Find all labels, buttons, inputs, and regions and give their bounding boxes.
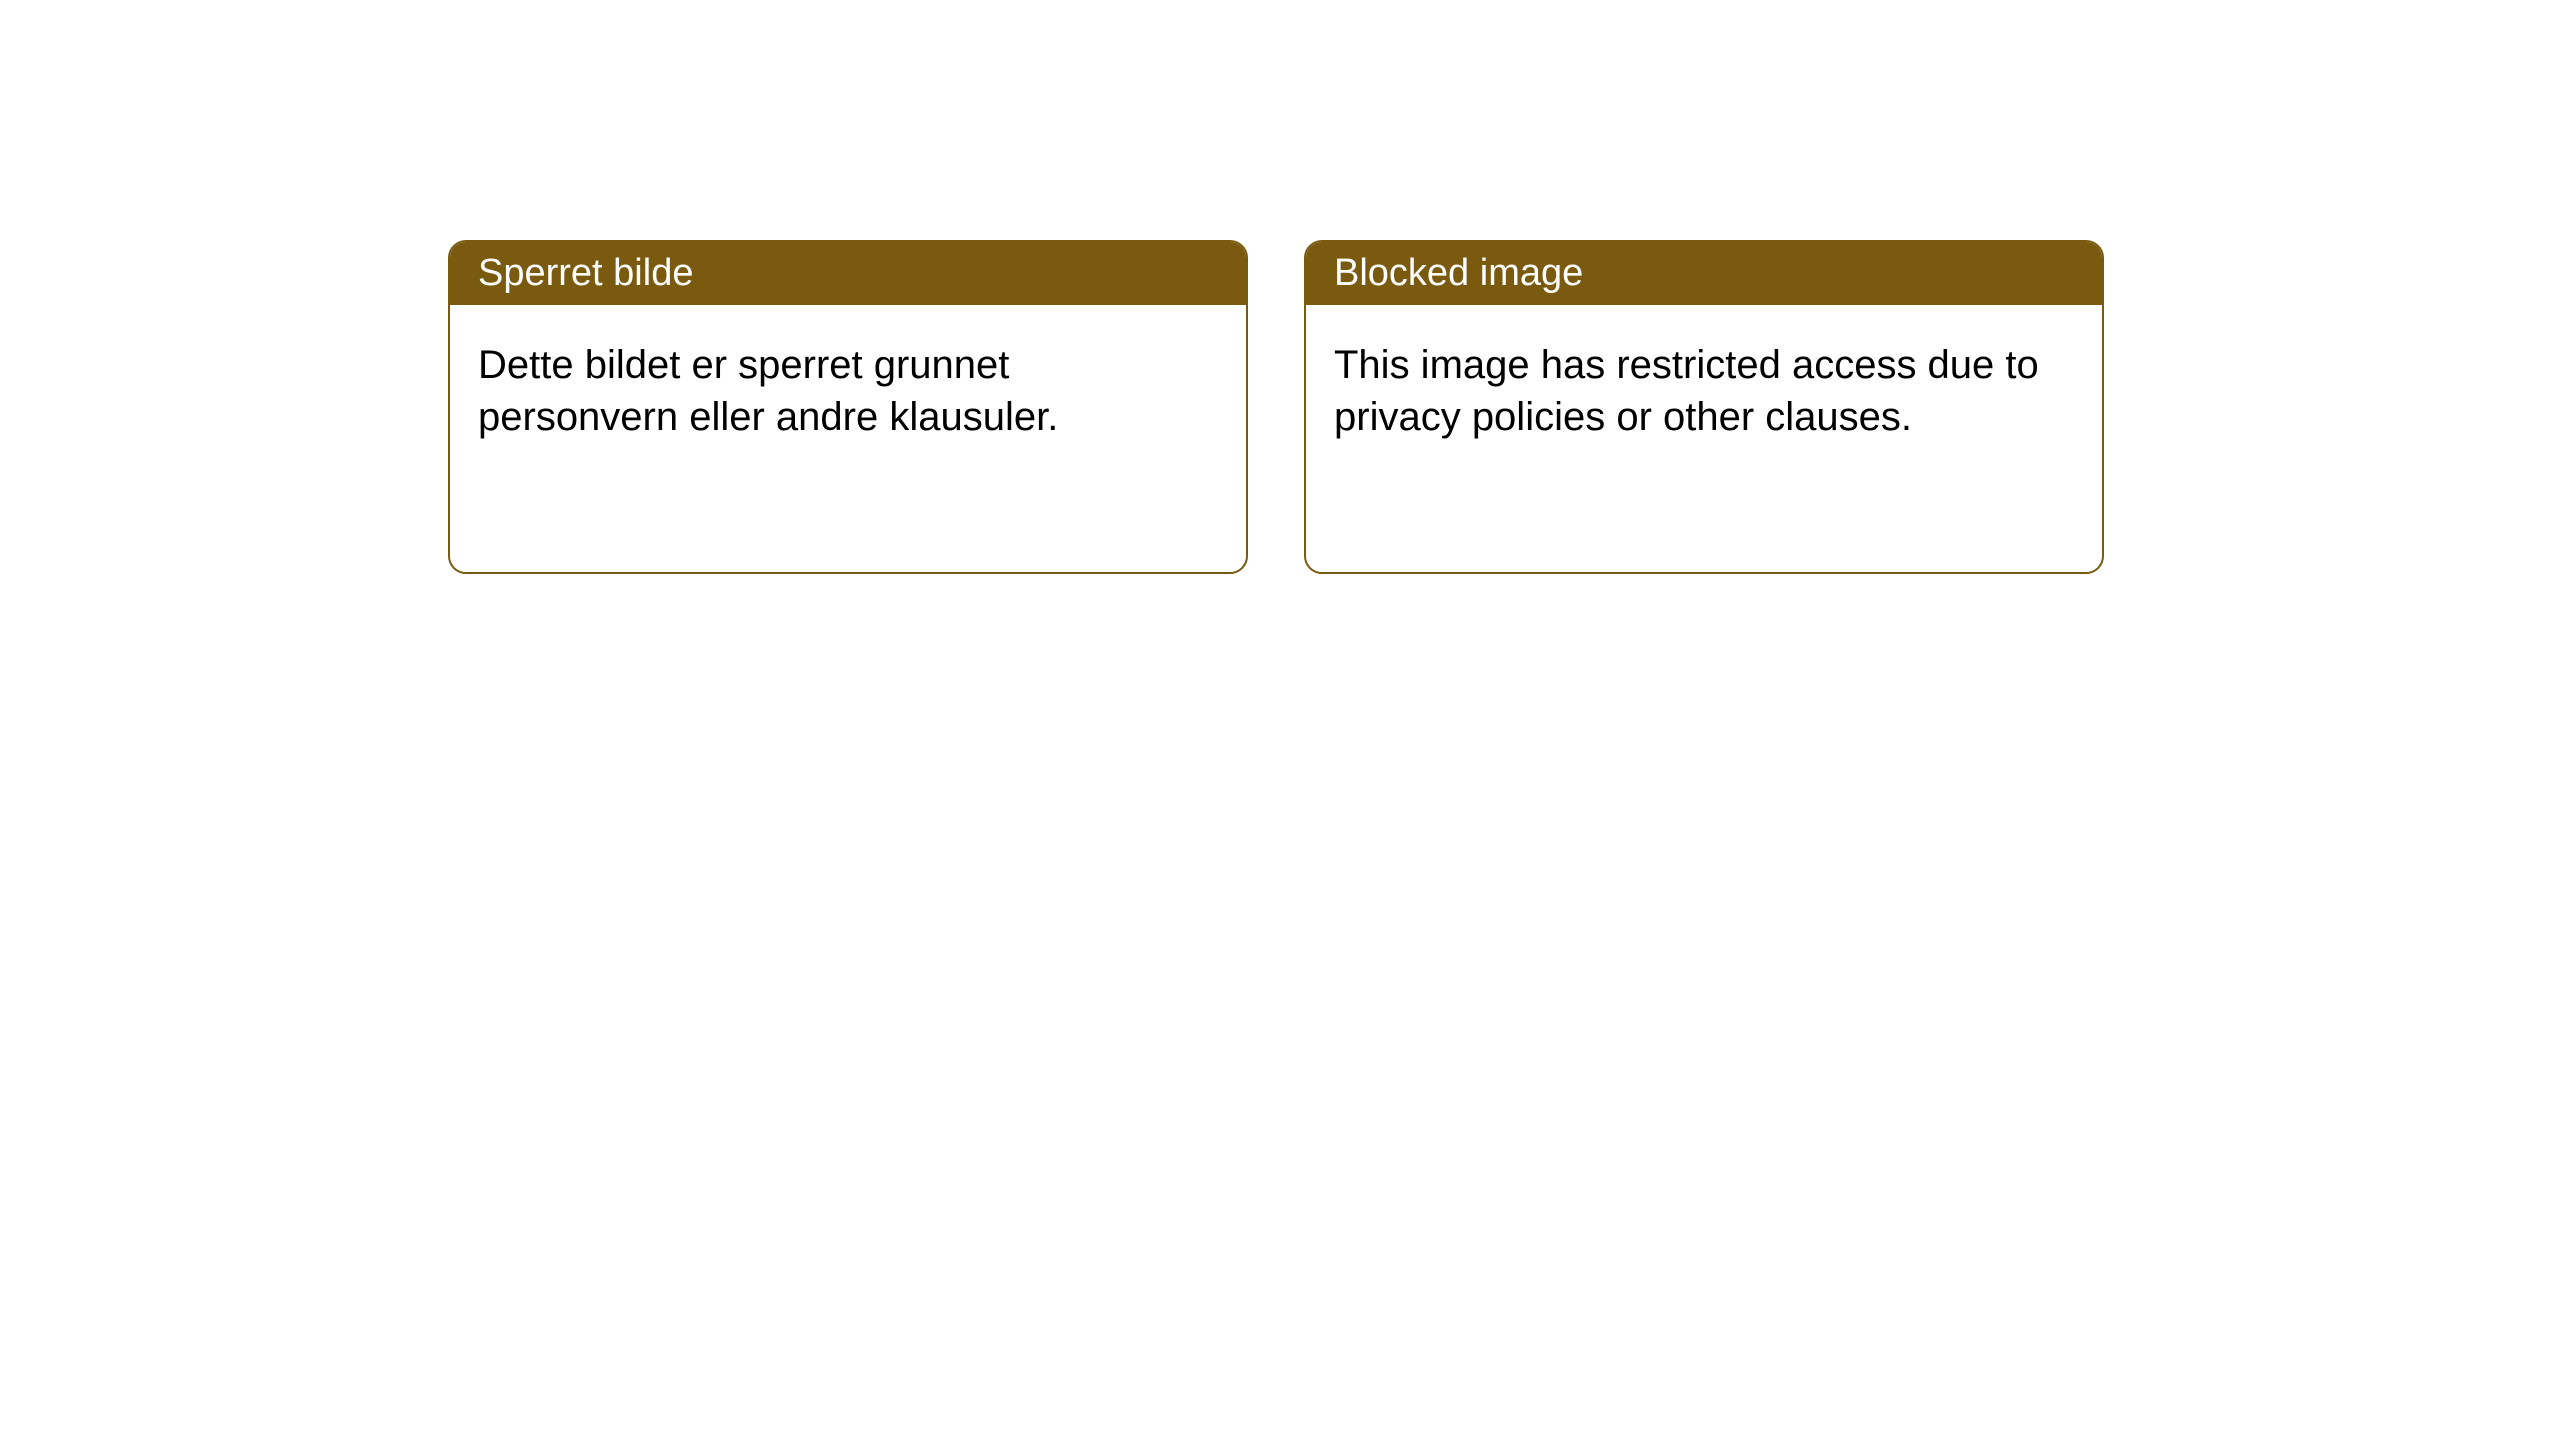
blocked-image-card-norwegian: Sperret bilde Dette bildet er sperret gr… [448, 240, 1248, 574]
card-body-norwegian: Dette bildet er sperret grunnet personve… [450, 305, 1246, 477]
notice-cards-container: Sperret bilde Dette bildet er sperret gr… [0, 0, 2560, 574]
card-body-english: This image has restricted access due to … [1306, 305, 2102, 477]
blocked-image-card-english: Blocked image This image has restricted … [1304, 240, 2104, 574]
card-header-english: Blocked image [1306, 242, 2102, 305]
card-header-norwegian: Sperret bilde [450, 242, 1246, 305]
